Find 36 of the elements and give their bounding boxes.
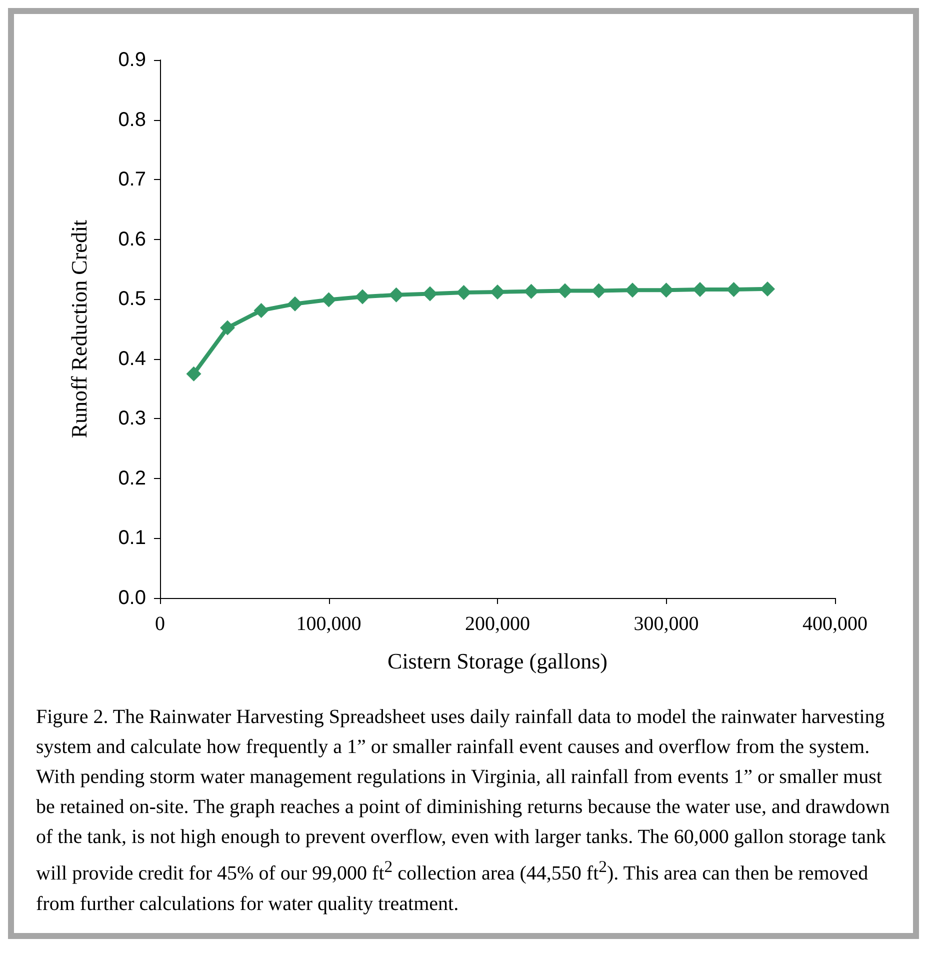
x-tick-label: 100,000 xyxy=(296,613,362,635)
text: Figure 2. The Rainwater Harvesting Spreadsheet uses daily rainfall data to model the rainwater harvesting system and calculate how frequently a 1” or smaller rainfall event causes and overflow from the system. With pending storm water management regulations in Virginia, all rainfall from events 1” or smaller must be retained on-site. The graph reaches a point of diminishing returns because the water use, and drawdown of the tank, is not high enough to prevent overflow, even with larger tanks. The 60,000 gallon storage tank will provide credit for 45% of our 99,000 ft$^{2}$ collection area (44,550 ft$^{2}$). This area can then be removed from further calculations for water quality treatment. xyxy=(36,706,890,915)
point xyxy=(456,285,472,300)
y-tick-label: 0.4 xyxy=(118,348,146,370)
y-tick-label: 0.6 xyxy=(118,228,146,250)
point xyxy=(321,292,336,308)
point xyxy=(490,284,505,300)
point xyxy=(524,284,539,299)
point xyxy=(422,286,438,302)
point xyxy=(388,287,404,302)
x-tick-label: 300,000 xyxy=(634,613,699,635)
point xyxy=(288,296,302,312)
y-tick-label: 0.3 xyxy=(118,408,146,430)
point xyxy=(186,366,202,382)
point xyxy=(692,282,708,298)
point xyxy=(591,283,606,298)
y-tick-label: 0.5 xyxy=(118,288,146,310)
point xyxy=(625,282,640,298)
y-tick-label: 0.8 xyxy=(118,108,146,131)
point xyxy=(726,282,742,298)
point xyxy=(760,281,775,296)
y-axis-title: Runoff Reduction Credit xyxy=(66,220,92,438)
x-tick-label: 200,000 xyxy=(465,613,530,635)
y-tick-label: 0.9 xyxy=(118,49,146,71)
point xyxy=(254,302,269,318)
point xyxy=(658,282,674,298)
point xyxy=(355,289,370,304)
point xyxy=(558,283,572,298)
point xyxy=(220,320,235,336)
x-tick-label: 400,000 xyxy=(802,613,868,635)
y-tick-label: 0.2 xyxy=(118,467,146,490)
y-tick-label: 0.7 xyxy=(118,168,146,191)
y-tick-label: 0.0 xyxy=(118,587,146,609)
x-tick-label: 0 xyxy=(155,613,165,635)
x-axis-title: Cistern Storage (gallons) xyxy=(388,648,608,674)
y-tick-label: 0.1 xyxy=(118,527,146,550)
